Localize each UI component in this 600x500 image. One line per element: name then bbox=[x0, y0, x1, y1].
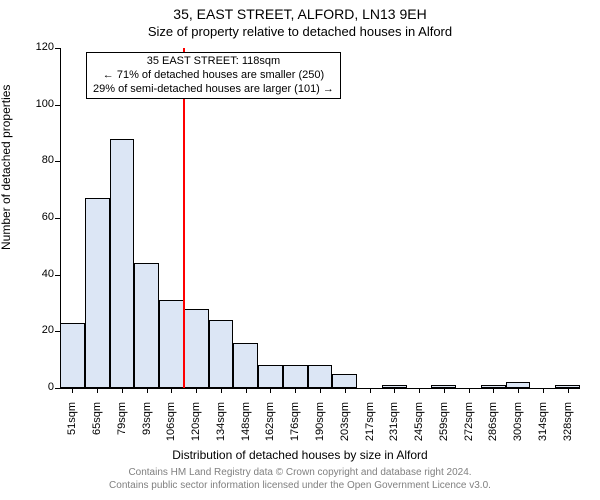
x-tick-label: 328sqm bbox=[562, 402, 574, 452]
x-tick-label: 300sqm bbox=[512, 402, 524, 452]
x-tick-label: 217sqm bbox=[364, 402, 376, 452]
histogram-bar bbox=[332, 374, 357, 388]
y-tick-label: 60 bbox=[26, 211, 54, 223]
x-tick-label: 245sqm bbox=[413, 402, 425, 452]
y-tick-label: 100 bbox=[26, 98, 54, 110]
footer-line-1: Contains HM Land Registry data © Crown c… bbox=[128, 467, 471, 478]
histogram-bar bbox=[209, 320, 234, 388]
y-axis-line bbox=[60, 48, 61, 388]
x-tick-label: 148sqm bbox=[240, 402, 252, 452]
histogram-bar bbox=[283, 365, 308, 388]
histogram-bar bbox=[85, 198, 110, 388]
chart-footer: Contains HM Land Registry data © Crown c… bbox=[0, 466, 600, 492]
x-tick-label: 162sqm bbox=[264, 402, 276, 452]
annotation-line-1: 35 EAST STREET: 118sqm bbox=[147, 55, 280, 67]
x-tick-label: 51sqm bbox=[66, 402, 78, 452]
footer-line-2: Contains public sector information licen… bbox=[109, 480, 491, 491]
x-tick-label: 176sqm bbox=[289, 402, 301, 452]
histogram-bar bbox=[233, 343, 258, 388]
x-tick-label: 203sqm bbox=[339, 402, 351, 452]
chart-subtitle: Size of property relative to detached ho… bbox=[0, 24, 600, 39]
x-axis-label: Distribution of detached houses by size … bbox=[0, 448, 600, 462]
y-tick-label: 120 bbox=[26, 41, 54, 53]
chart-title: 35, EAST STREET, ALFORD, LN13 9EH bbox=[0, 6, 600, 22]
y-axis-label: Number of detached properties bbox=[0, 85, 13, 250]
histogram-bar bbox=[258, 365, 283, 388]
annotation-line-2: ← 71% of detached houses are smaller (25… bbox=[103, 69, 324, 81]
x-tick-label: 231sqm bbox=[388, 402, 400, 452]
y-tick-label: 80 bbox=[26, 154, 54, 166]
annotation-box: 35 EAST STREET: 118sqm ← 71% of detached… bbox=[86, 52, 341, 99]
x-tick-label: 190sqm bbox=[314, 402, 326, 452]
x-tick-label: 65sqm bbox=[91, 402, 103, 452]
histogram-bar bbox=[110, 139, 135, 388]
x-tick-label: 79sqm bbox=[116, 402, 128, 452]
y-tick-label: 0 bbox=[26, 381, 54, 393]
histogram-bar bbox=[184, 309, 209, 388]
y-tick-label: 40 bbox=[26, 268, 54, 280]
x-axis-line bbox=[60, 388, 580, 389]
x-tick-label: 93sqm bbox=[141, 402, 153, 452]
histogram-bar bbox=[159, 300, 184, 388]
x-tick-label: 259sqm bbox=[438, 402, 450, 452]
histogram-bar bbox=[60, 323, 85, 388]
x-tick-label: 314sqm bbox=[537, 402, 549, 452]
annotation-line-3: 29% of semi-detached houses are larger (… bbox=[93, 83, 334, 95]
y-tick-label: 20 bbox=[26, 324, 54, 336]
x-tick-label: 272sqm bbox=[463, 402, 475, 452]
x-tick-label: 106sqm bbox=[165, 402, 177, 452]
x-tick-label: 286sqm bbox=[487, 402, 499, 452]
histogram-bar bbox=[134, 263, 159, 388]
x-tick-label: 120sqm bbox=[190, 402, 202, 452]
histogram-bar bbox=[308, 365, 333, 388]
x-tick-label: 134sqm bbox=[215, 402, 227, 452]
